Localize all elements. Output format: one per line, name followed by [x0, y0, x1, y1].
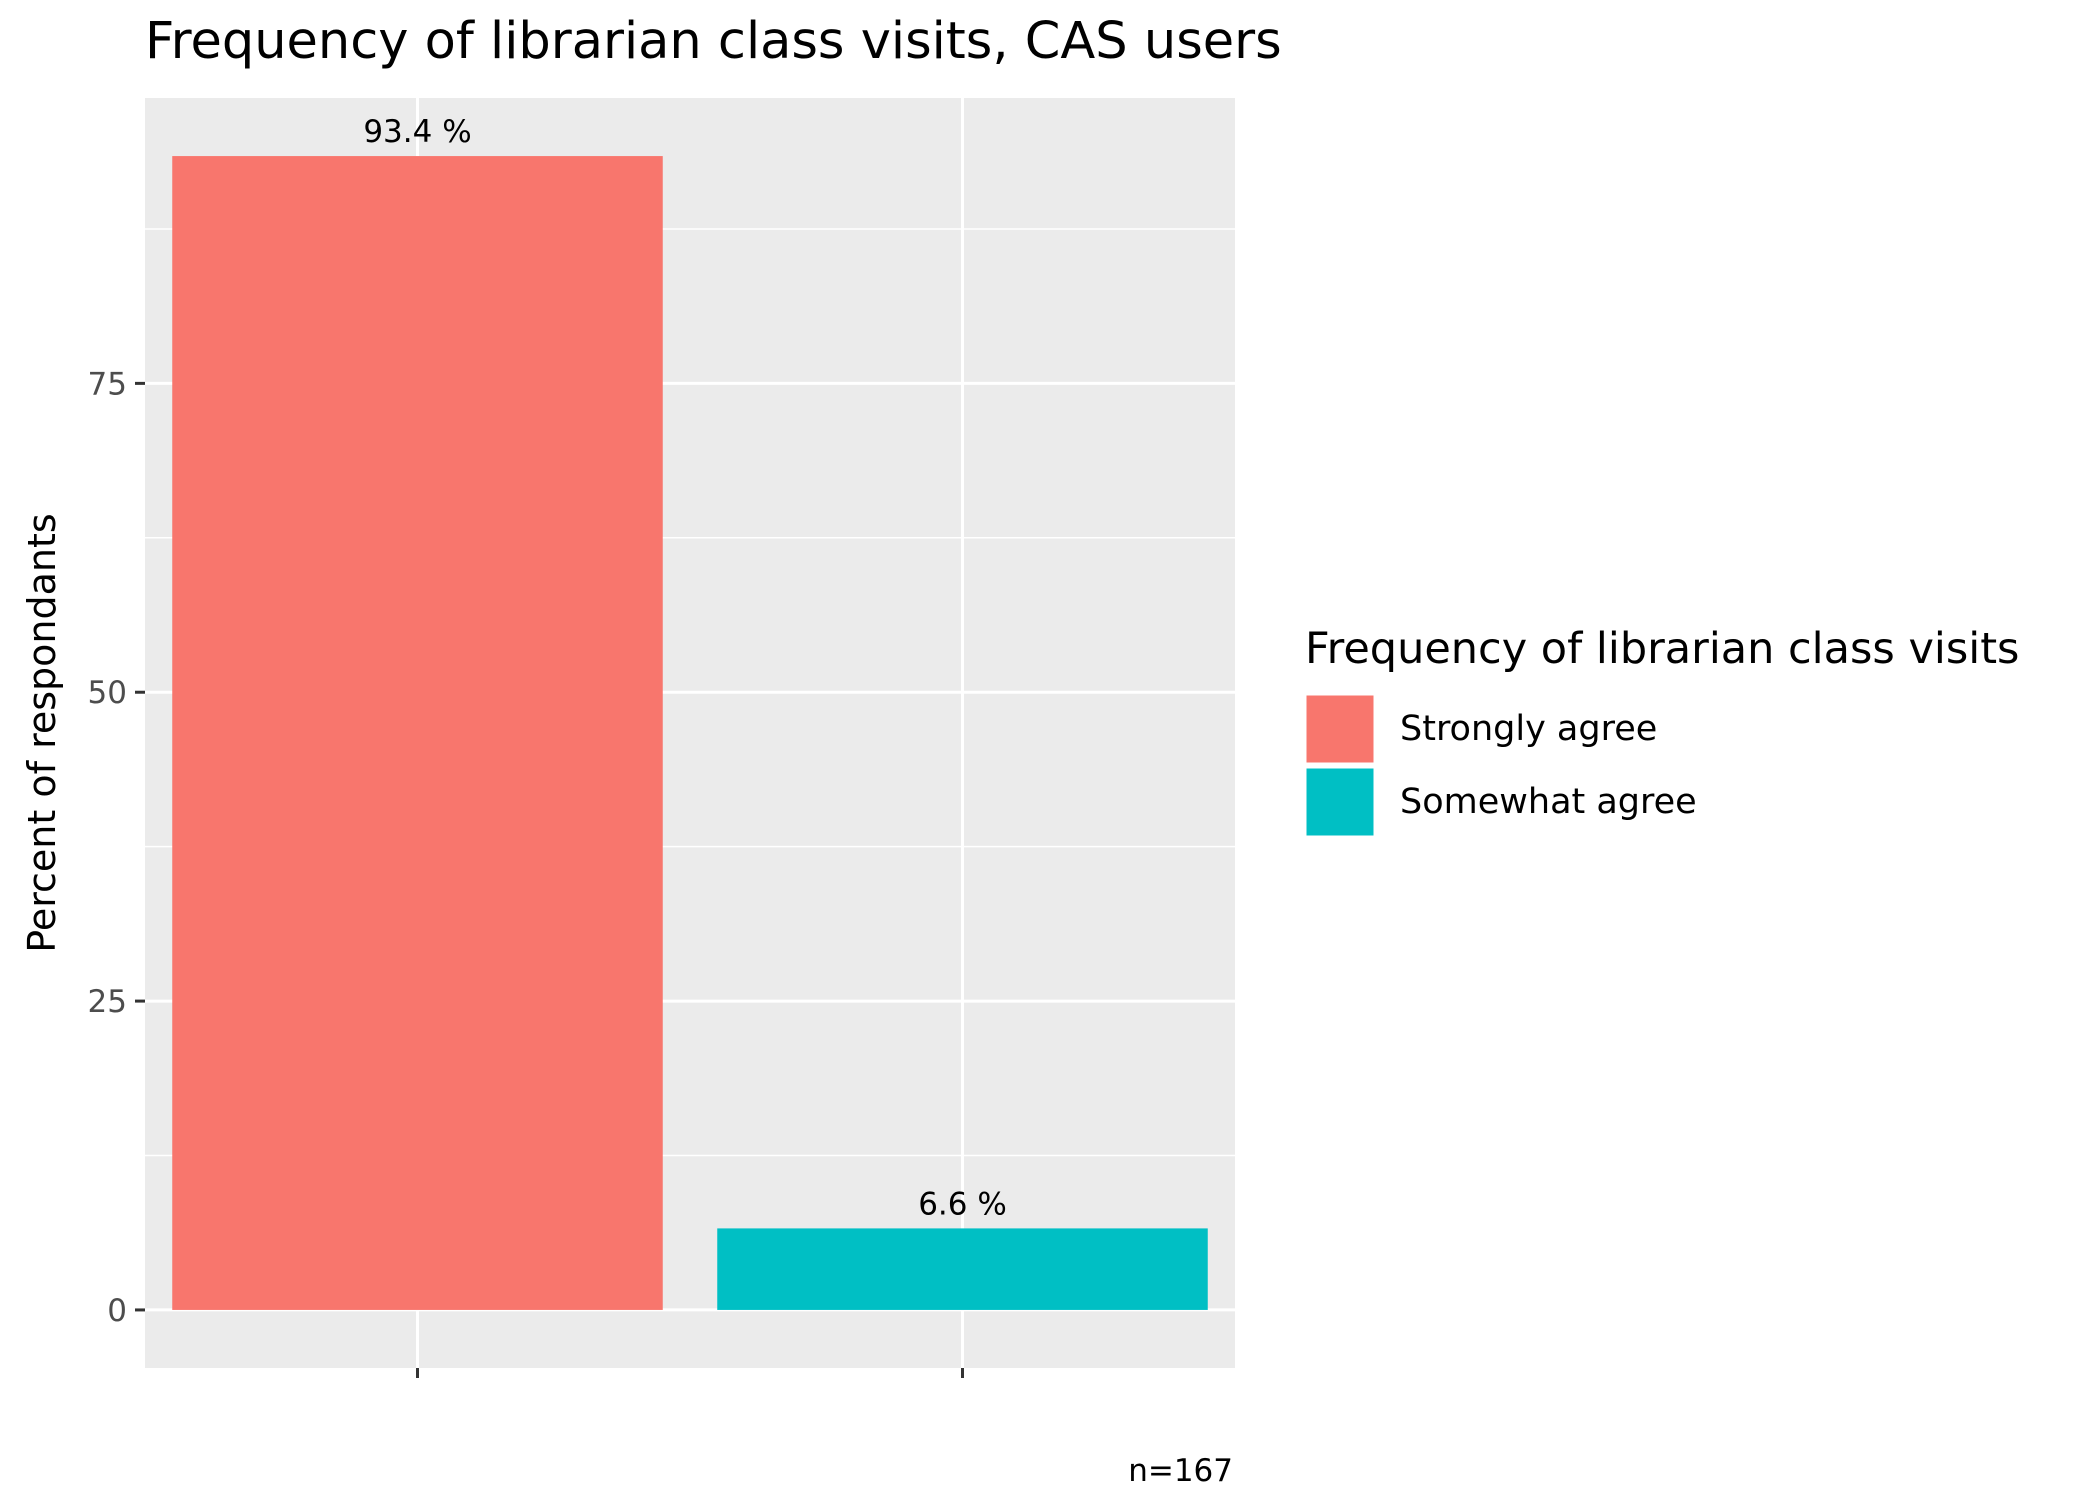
y-tick-label: 0	[107, 1293, 127, 1329]
bar-strongly-agree	[172, 156, 663, 1310]
y-tick-label: 75	[88, 366, 127, 402]
y-tick-label: 50	[88, 675, 127, 711]
bar-value-label: 93.4 %	[363, 114, 471, 150]
legend-label: Somewhat agree	[1400, 782, 1697, 822]
x-axis	[416, 1368, 964, 1378]
legend-title: Frequency of librarian class visits	[1305, 624, 2019, 674]
caption: n=167	[1128, 1453, 1233, 1489]
bar-somewhat-agree	[717, 1228, 1208, 1310]
legend-key-strongly-agree	[1303, 692, 1377, 766]
chart-title: Frequency of librarian class visits, CAS…	[145, 12, 1282, 71]
y-tick-label: 25	[88, 984, 127, 1020]
legend-label: Strongly agree	[1400, 709, 1657, 749]
bar-value-labels: 93.4 % 6.6 %	[363, 114, 1006, 1222]
y-axis: 0 25 50 75	[88, 366, 145, 1329]
legend-items: Strongly agree Somewhat agree	[1303, 692, 1697, 839]
bars	[172, 156, 1208, 1310]
legend-key-somewhat-agree	[1303, 765, 1377, 839]
bar-value-label: 6.6 %	[918, 1186, 1007, 1222]
y-axis-label: Percent of respondants	[20, 513, 64, 952]
legend: Frequency of librarian class visits Stro…	[1303, 624, 2019, 839]
